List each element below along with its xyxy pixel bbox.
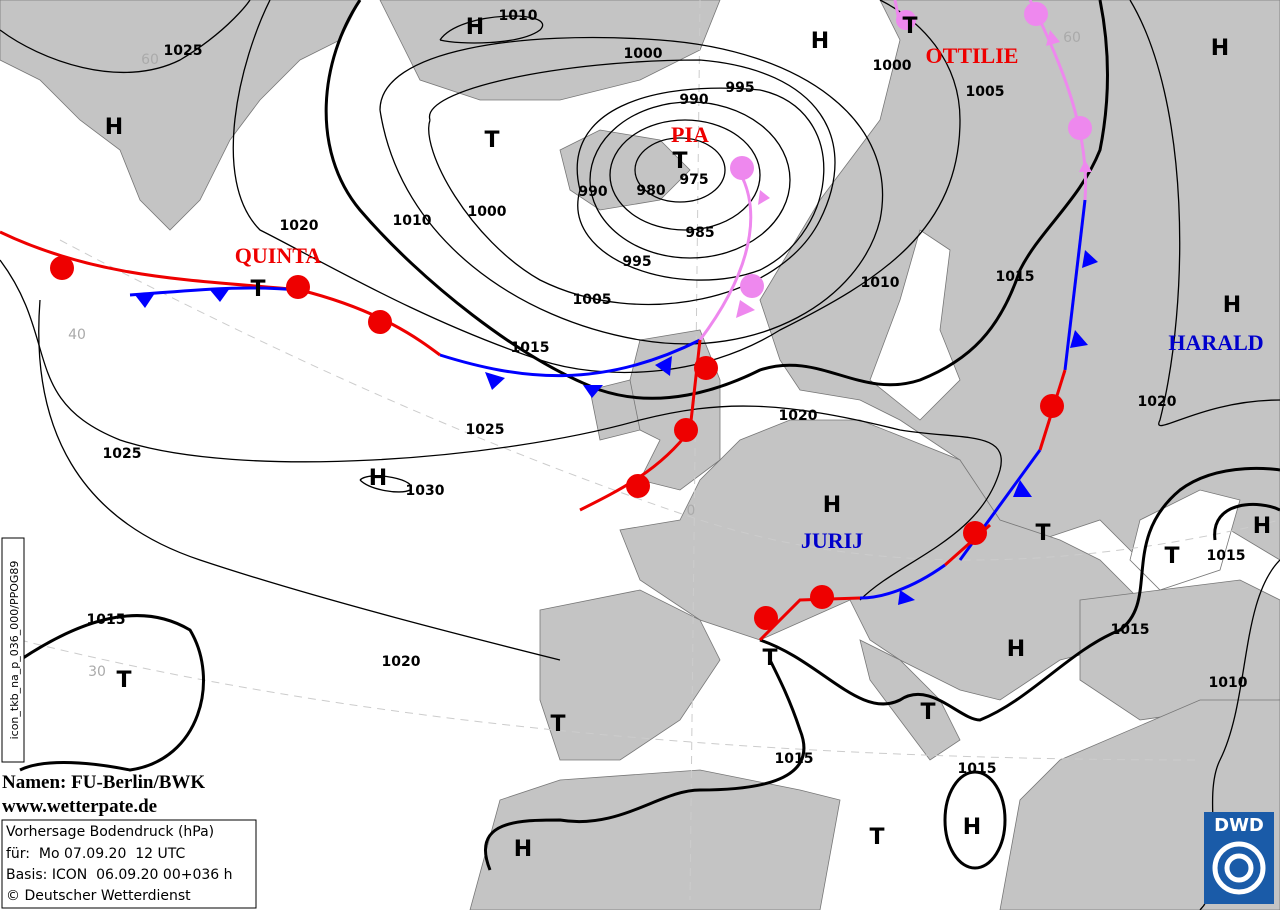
pressure-center: T [250,277,265,302]
pressure-center: T [672,149,687,174]
isobar-label: 1010 [861,275,900,291]
isobar-label: 980 [636,183,665,199]
pressure-center: T [550,712,565,737]
pressure-center: H [1211,36,1229,61]
isobar-label: 1025 [466,422,505,438]
pressure-center: T [762,646,777,671]
isobar-label: 995 [725,80,754,96]
product-code-box [1,537,25,763]
system-name: JURIJ [801,528,863,553]
isobar-label: 990 [578,184,607,200]
isobar-label: 1015 [775,751,814,767]
isobar-label: 975 [679,172,708,188]
dwd-logo: DWD [1204,812,1274,904]
lat-label: 40 [68,327,86,343]
product-code: icon_tkb_na_p_036_000/PPOG89 [8,561,21,740]
isobar-label: 1010 [393,213,432,229]
isobar-label: 1010 [499,8,538,24]
lat-labels: 60 40 30 0 60 [68,30,1081,680]
credits-url: www.wetterpate.de [2,796,157,817]
system-name: HARALD [1168,330,1263,355]
system-names: OTTILIE PIA QUINTA HARALD JURIJ [235,43,1264,553]
isobar-label: 990 [679,92,708,108]
isobar-label: 985 [685,225,714,241]
isobar-label: 1005 [966,84,1005,100]
isobar-label: 1020 [779,408,818,424]
pressure-center: T [869,825,884,850]
pressure-center: T [920,700,935,725]
pressure-center: H [1253,514,1271,539]
lat-label: 60 [1063,30,1081,46]
isobar-label: 1015 [958,761,997,777]
isobar-label: 1015 [996,269,1035,285]
isobar-label: 1000 [624,46,663,62]
lat-label: 0 [687,503,696,519]
pressure-center: H [823,493,841,518]
pressure-center: H [466,15,484,40]
isobar-label: 1015 [1207,548,1246,564]
pressure-center: T [484,128,499,153]
info-title: Vorhersage Bodendruck (hPa) [6,824,214,840]
isobar-label: 1010 [1209,675,1248,691]
info-valid: für: Mo 07.09.20 12 UTC [6,846,186,862]
pressure-center: T [1035,521,1050,546]
isobar-label: 1020 [1138,394,1177,410]
pressure-center: H [1223,293,1241,318]
pressure-centers: H H T H H T T T H H H T H T T H T T T H … [105,14,1271,862]
isobar-label: 1030 [406,483,445,499]
system-name: OTTILIE [926,43,1019,68]
pressure-center: H [369,466,387,491]
lat-label: 60 [141,52,159,68]
lat-label: 30 [88,664,106,680]
logo-text: DWD [1214,815,1264,836]
isobar-label: 1005 [573,292,612,308]
pressure-center: H [514,837,532,862]
isobar-label: 1025 [103,446,142,462]
graticule [19,0,1280,901]
isobar-label: 1000 [468,204,507,220]
isobar-label: 1020 [280,218,319,234]
isobar-labels: 1010 1025 1000 995 990 1000 1005 975 980… [87,8,1248,777]
isobar-label: 1015 [511,340,550,356]
system-name: PIA [671,122,709,147]
info-copyright: © Deutscher Wetterdienst [6,888,191,904]
pressure-center: H [1007,637,1025,662]
pressure-center: H [105,115,123,140]
pressure-center: H [963,815,981,840]
system-name: QUINTA [235,243,321,268]
isobar-label: 1000 [873,58,912,74]
info-box [1,819,257,909]
front-symbols [50,2,1098,630]
pressure-center: T [1164,544,1179,569]
isobar-label: 1015 [1111,622,1150,638]
pressure-center: T [116,668,131,693]
credits-names: Namen: FU-Berlin/BWK [2,772,205,793]
isobar-label: 1025 [164,43,203,59]
pressure-center: T [902,14,917,39]
isobar-label: 995 [622,254,651,270]
info-basis: Basis: ICON 06.09.20 00+036 h [6,867,233,883]
isobar-label: 1015 [87,612,126,628]
isobar-label: 1020 [382,654,421,670]
pressure-center: H [811,29,829,54]
